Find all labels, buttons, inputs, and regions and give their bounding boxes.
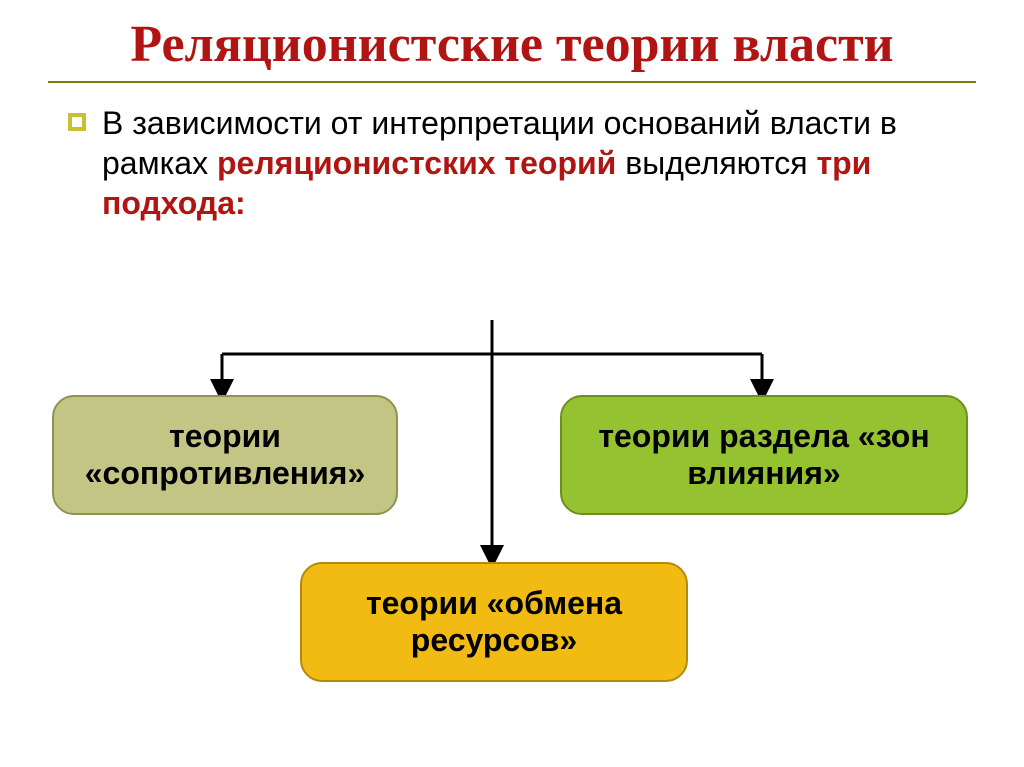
bullet-text: В зависимости от интерпретации оснований…	[102, 105, 897, 221]
bullet-segment: реляционистских теорий	[217, 145, 616, 181]
bullet-segment: выделяются	[616, 145, 816, 181]
bullet-paragraph: В зависимости от интерпретации оснований…	[40, 103, 984, 223]
title-underline	[48, 81, 976, 83]
bullet-square-icon	[68, 113, 86, 131]
slide-title: Реляционистские теории власти	[40, 18, 984, 81]
slide: Реляционистские теории власти В зависимо…	[0, 0, 1024, 767]
